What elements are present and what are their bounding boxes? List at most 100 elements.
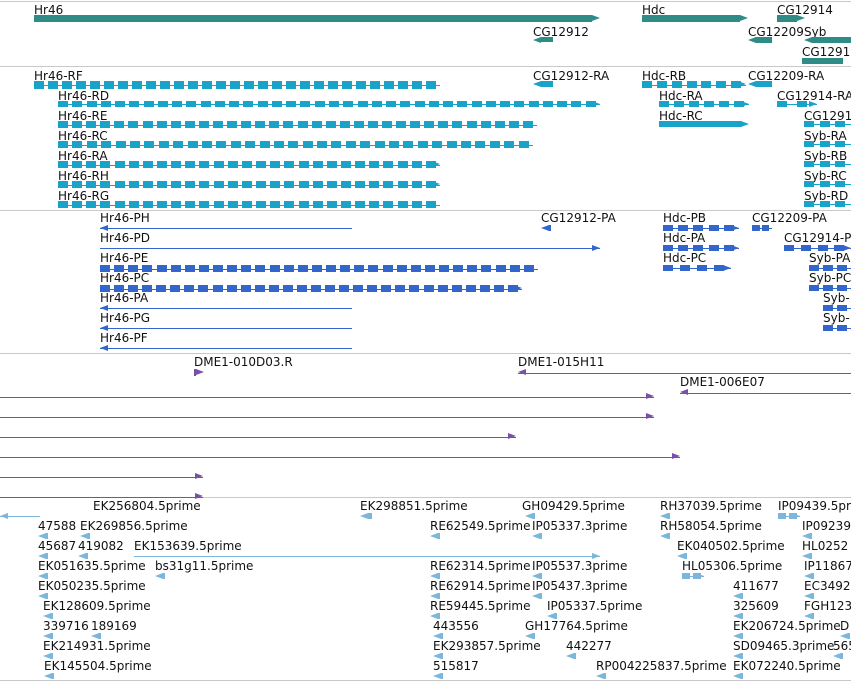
feature-label[interactable]: Hr46-RH — [58, 169, 109, 183]
feature-label[interactable]: EK293857.5prime — [433, 639, 541, 653]
feature-label[interactable]: Syb — [804, 25, 827, 39]
strand-arrow-right-icon — [809, 101, 817, 107]
feature-label[interactable]: GH17764.5prime — [525, 619, 628, 633]
feature-label[interactable]: Syb- — [823, 311, 850, 325]
feature-label[interactable]: DME1-015H11 — [518, 355, 605, 369]
feature-label[interactable]: 47588 — [38, 519, 77, 533]
feature-label[interactable]: Hdc-PB — [663, 211, 707, 225]
feature-label[interactable]: RP004225837.5prime — [596, 659, 727, 673]
feature-label[interactable]: bs31g11.5prime — [155, 559, 254, 573]
strand-arrow-left-icon — [804, 201, 812, 207]
feature-label[interactable]: RH58054.5prime — [660, 519, 762, 533]
feature-label[interactable]: Hr46-RA — [58, 149, 108, 163]
feature-label[interactable]: EK050235.5prime — [38, 579, 146, 593]
feature-label[interactable]: Hr46-PE — [100, 251, 149, 265]
feature-label[interactable]: EK206724.5prime — [733, 619, 841, 633]
strand-arrow-left-icon — [802, 553, 810, 559]
feature-label[interactable]: IP05537.3prime — [532, 559, 628, 573]
feature-label[interactable]: Syb- — [823, 291, 850, 305]
feature-label[interactable]: Hr46 — [34, 3, 64, 17]
feature-label[interactable]: Hr46-PA — [100, 291, 149, 305]
feature-label[interactable]: EK214931.5prime — [43, 639, 151, 653]
feature-label[interactable]: Hr46-RE — [58, 109, 108, 123]
feature-label[interactable]: Hr46-RG — [58, 189, 110, 203]
feature-label[interactable]: IP05337.5prime — [547, 599, 643, 613]
feature-label[interactable]: 325609 — [733, 599, 779, 613]
feature-label[interactable]: RE59445.5prime — [430, 599, 531, 613]
feature-label[interactable]: RE62314.5prime — [430, 559, 531, 573]
feature-label[interactable]: 419082 — [78, 539, 124, 553]
feature-label[interactable]: Hr46-PC — [100, 271, 150, 285]
feature-label[interactable]: Hr46-PF — [100, 331, 148, 345]
feature-label[interactable]: CG1291 — [802, 45, 851, 59]
feature-label[interactable]: IP05337.3prime — [532, 519, 628, 533]
feature-label[interactable]: Syb-PA — [809, 251, 851, 265]
strand-arrow-left-icon — [0, 513, 8, 519]
feature-label[interactable]: HL0252 — [802, 539, 849, 553]
feature-label[interactable]: Hr46-RF — [34, 69, 83, 83]
feature-label[interactable]: Syb-RA — [804, 129, 847, 143]
strand-arrow-right-icon — [696, 573, 704, 579]
feature-label[interactable]: Hdc-RC — [659, 109, 703, 123]
feature-label[interactable]: 442277 — [566, 639, 612, 653]
feature-label[interactable]: EK145504.5prime — [44, 659, 152, 673]
feature-label[interactable]: Hdc-PC — [663, 251, 707, 265]
feature-label[interactable]: EK269856.5prime — [80, 519, 188, 533]
feature-label[interactable]: Hdc-PA — [663, 231, 706, 245]
feature-label[interactable]: RE62549.5prime — [430, 519, 531, 533]
feature-label[interactable]: Hr46-PD — [100, 231, 151, 245]
feature-label[interactable]: Hr46-PH — [100, 211, 150, 225]
feature-label[interactable]: 515817 — [433, 659, 479, 673]
feature-label[interactable]: 339716 — [43, 619, 89, 633]
feature-label[interactable]: EC3492 — [804, 579, 851, 593]
feature-label[interactable]: EK040502.5prime — [677, 539, 785, 553]
feature-label[interactable]: Hr46-RC — [58, 129, 108, 143]
feature-label[interactable]: CG12914-P — [784, 231, 851, 245]
feature-label[interactable]: 411677 — [733, 579, 779, 593]
feature-label[interactable]: 189169 — [91, 619, 137, 633]
feature-label[interactable]: Hr46-PG — [100, 311, 151, 325]
feature-label[interactable]: Syb-RB — [804, 149, 848, 163]
feature-label[interactable]: Hr46-RD — [58, 89, 110, 103]
feature-label[interactable]: CG12209-RA — [748, 69, 825, 83]
feature-label[interactable]: CG12209 — [748, 25, 804, 39]
feature-label[interactable]: Hdc-RB — [642, 69, 687, 83]
feature-label[interactable]: FGH123 — [804, 599, 851, 613]
feature-label[interactable]: Syb-RD — [804, 189, 849, 203]
feature-label[interactable]: CG12912-PA — [541, 211, 616, 225]
feature-label[interactable]: EK256804.5prime — [93, 499, 201, 513]
feature-label[interactable]: EK298851.5prime — [360, 499, 468, 513]
feature-label[interactable]: 45687 — [38, 539, 77, 553]
feature-label[interactable]: EK051635.5prime — [38, 559, 146, 573]
feature-label[interactable]: CG12209-PA — [752, 211, 827, 225]
feature-label[interactable]: IP09239.3 — [802, 519, 851, 533]
feature-label[interactable]: IP05437.3prime — [532, 579, 628, 593]
feature-label[interactable]: Syb-RC — [804, 169, 847, 183]
feature-label[interactable]: EK153639.5prime — [134, 539, 242, 553]
feature-label[interactable]: Syb-PC — [809, 271, 851, 285]
feature-label[interactable]: IP09439.5prime — [778, 499, 851, 513]
feature-label[interactable]: CG1291 — [804, 109, 851, 123]
strand-arrow-right-icon — [738, 81, 746, 87]
feature-label[interactable]: RE62914.5prime — [430, 579, 531, 593]
feature-label[interactable]: Hdc — [642, 3, 666, 17]
feature-label[interactable]: CG12914-RA — [777, 89, 851, 103]
feature-label[interactable]: DME1-010D03.R — [194, 355, 293, 369]
feature-label[interactable]: CG12912 — [533, 25, 589, 39]
feature-label[interactable]: SD09465.3prime — [733, 639, 835, 653]
feature-label[interactable]: HL05306.5prime — [682, 559, 783, 573]
feature-label[interactable]: EK128609.5prime — [43, 599, 151, 613]
feature-label[interactable]: Hdc-RA — [659, 89, 703, 103]
strand-arrow-left-icon — [44, 673, 52, 679]
feature-label[interactable]: 443556 — [433, 619, 479, 633]
feature-label[interactable]: IP11867 — [804, 559, 851, 573]
feature-label[interactable]: 565 — [833, 639, 851, 653]
feature-label[interactable]: CG12914 — [777, 3, 833, 17]
feature-label[interactable]: D — [840, 619, 850, 633]
feature-label[interactable]: GH09429.5prime — [522, 499, 625, 513]
feature-label[interactable]: CG12912-RA — [533, 69, 610, 83]
feature-label[interactable]: DME1-006E07 — [680, 375, 765, 389]
feature-label[interactable]: RH37039.5prime — [660, 499, 762, 513]
feature-label[interactable]: EK072240.5prime — [733, 659, 841, 673]
